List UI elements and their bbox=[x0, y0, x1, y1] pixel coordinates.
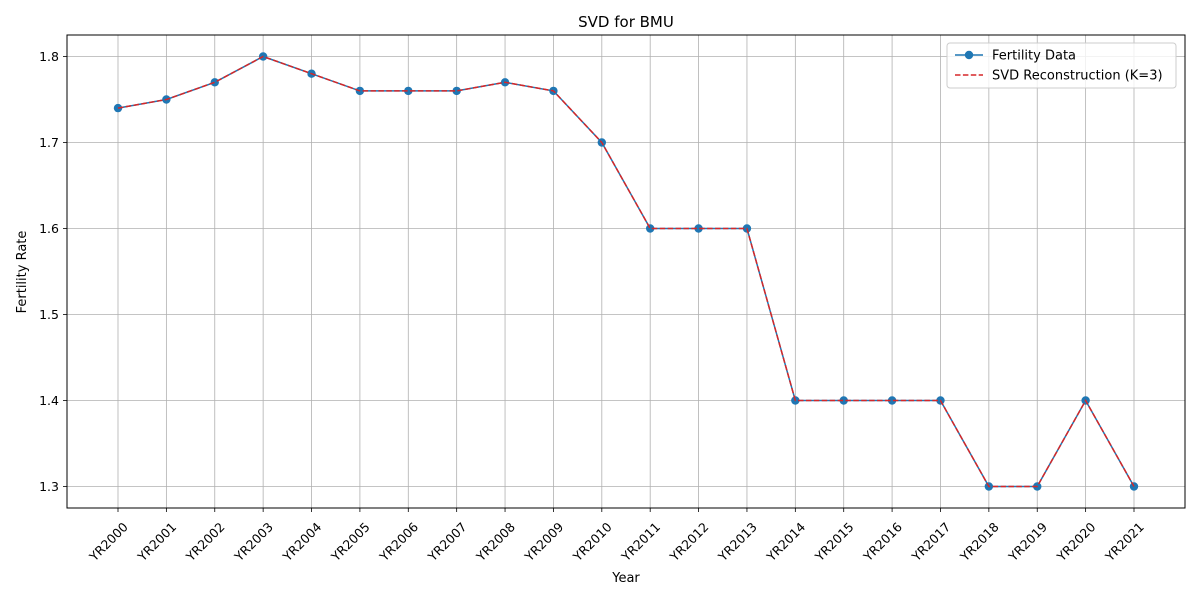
data-point bbox=[452, 86, 461, 96]
chart-title: SVD for BMU bbox=[578, 13, 674, 31]
y-axis: 1.3 1.4 1.5 1.6 1.7 1.8 bbox=[39, 49, 67, 494]
data-point bbox=[839, 396, 848, 405]
y-tick-label: 1.4 bbox=[39, 393, 59, 408]
series-layer bbox=[113, 52, 1139, 491]
data-point bbox=[887, 396, 897, 405]
x-axis-label: Year bbox=[611, 571, 640, 586]
y-tick-label: 1.3 bbox=[39, 479, 59, 494]
data-point bbox=[210, 78, 219, 87]
legend-label: SVD Reconstruction (K=3) bbox=[992, 69, 1163, 84]
legend-marker bbox=[964, 50, 974, 60]
y-axis-label: Fertility Rate bbox=[15, 231, 30, 314]
plot-frame bbox=[66, 34, 1186, 509]
legend: Fertility Data SVD Reconstruction (K=3) bbox=[946, 42, 1177, 89]
data-point bbox=[113, 103, 123, 113]
y-tick-label: 1.7 bbox=[39, 135, 59, 150]
data-point bbox=[694, 224, 703, 233]
series-line-1 bbox=[117, 55, 1135, 488]
legend-label: Fertility Data bbox=[992, 49, 1076, 64]
legend-box bbox=[946, 42, 1177, 89]
data-point bbox=[404, 86, 413, 96]
y-tick-label: 1.5 bbox=[39, 307, 59, 322]
y-tick-label: 1.6 bbox=[39, 221, 59, 236]
y-tick-label: 1.8 bbox=[39, 49, 59, 64]
data-point bbox=[645, 224, 655, 233]
